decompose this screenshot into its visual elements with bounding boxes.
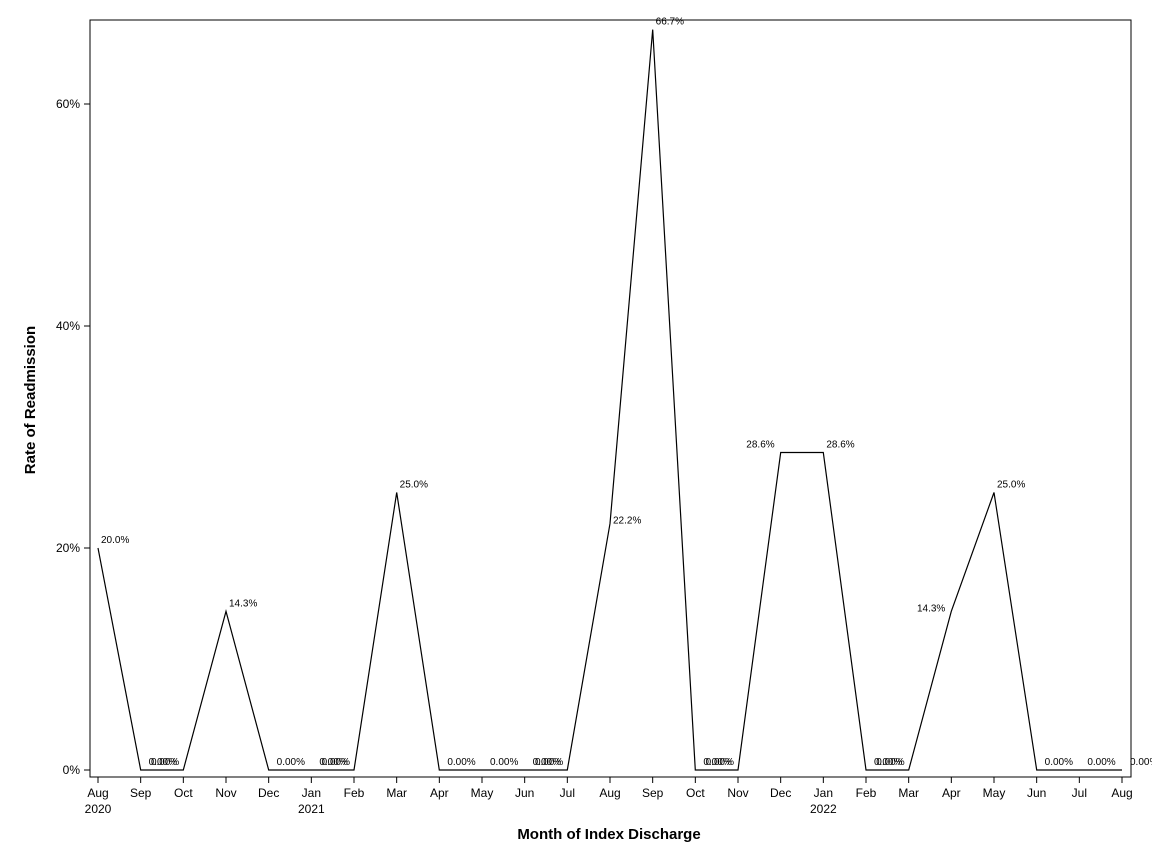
data-label: 28.6% [746, 440, 774, 451]
x-year-label: 2020 [85, 802, 112, 816]
x-tick-label: Jun [515, 786, 534, 800]
x-tick-label: Sep [642, 786, 664, 800]
y-axis: 0% 20% 40% 60% [56, 97, 90, 777]
x-tick-label: Oct [174, 786, 193, 800]
x-tick-label: Dec [770, 786, 791, 800]
y-tick-label: 0% [63, 763, 81, 777]
data-label: 0.00% [1087, 757, 1115, 768]
x-tick-label: Aug [599, 786, 620, 800]
data-label: 14.3% [229, 598, 257, 609]
x-tick-label: Aug [1111, 786, 1132, 800]
data-labels: 20.0% 0.00% 0.00% 14.3% 0.00% 0.00% 0.00% 25.0%… [101, 17, 1152, 768]
x-tick-label: Aug [87, 786, 108, 800]
data-label: 0.00% [149, 757, 177, 768]
x-tick-label: Nov [727, 786, 748, 800]
data-label: 0.00% [874, 757, 902, 768]
y-tick-label: 60% [56, 97, 80, 111]
x-tick-label: May [983, 786, 1006, 800]
x-tick-label: Apr [430, 786, 449, 800]
x-tick-label: Jan [302, 786, 321, 800]
data-label: 0.00% [706, 757, 734, 768]
plot-frame [89, 19, 1132, 778]
x-tick-label: Nov [215, 786, 236, 800]
x-tick-label: Mar [386, 786, 407, 800]
data-label: 28.6% [826, 440, 854, 451]
data-label: 0.00% [151, 757, 179, 768]
x-tick-label: Jun [1027, 786, 1046, 800]
data-label: 22.2% [613, 516, 641, 527]
data-label: 20.0% [101, 535, 129, 546]
data-label: 0.00% [876, 757, 904, 768]
x-year-label: 2022 [810, 802, 837, 816]
x-tick-label: Mar [898, 786, 919, 800]
x-tick-label: Sep [130, 786, 152, 800]
x-axis-title: Month of Index Discharge [517, 826, 700, 843]
data-label: 25.0% [400, 480, 428, 491]
data-label: 0.00% [535, 757, 563, 768]
y-axis-title: Rate of Readmission [22, 326, 39, 474]
x-tick-label: Jul [560, 786, 575, 800]
data-label: 0.00% [322, 757, 350, 768]
x-year-label: 2021 [298, 802, 325, 816]
y-tick-label: 40% [56, 319, 80, 333]
series-group [97, 29, 1122, 771]
data-label: 14.3% [917, 603, 945, 614]
x-tick-label: Jan [814, 786, 833, 800]
x-tick-label: Feb [856, 786, 877, 800]
x-axis: Aug Sep Oct Nov Dec Jan Feb Mar Apr May Jun Jul Aug S… [85, 777, 1133, 816]
data-label: 0.00% [533, 757, 561, 768]
x-tick-label: Oct [686, 786, 705, 800]
x-tick-label: May [471, 786, 494, 800]
series-line [97, 29, 1122, 771]
data-label: 0.00% [703, 757, 731, 768]
y-tick-label: 20% [56, 541, 80, 555]
data-label: 0.00% [490, 757, 518, 768]
x-tick-label: Jul [1072, 786, 1087, 800]
x-tick-label: Apr [942, 786, 961, 800]
data-label: 0.00% [1045, 757, 1073, 768]
x-tick-label: Feb [344, 786, 365, 800]
data-label: 25.0% [997, 480, 1025, 491]
data-label: 0.00% [319, 757, 347, 768]
x-tick-label: Dec [258, 786, 279, 800]
data-label: 66.7% [656, 17, 684, 28]
data-label: 0.00% [1130, 757, 1152, 768]
data-label: 0.00% [277, 757, 305, 768]
data-label: 0.00% [447, 757, 475, 768]
